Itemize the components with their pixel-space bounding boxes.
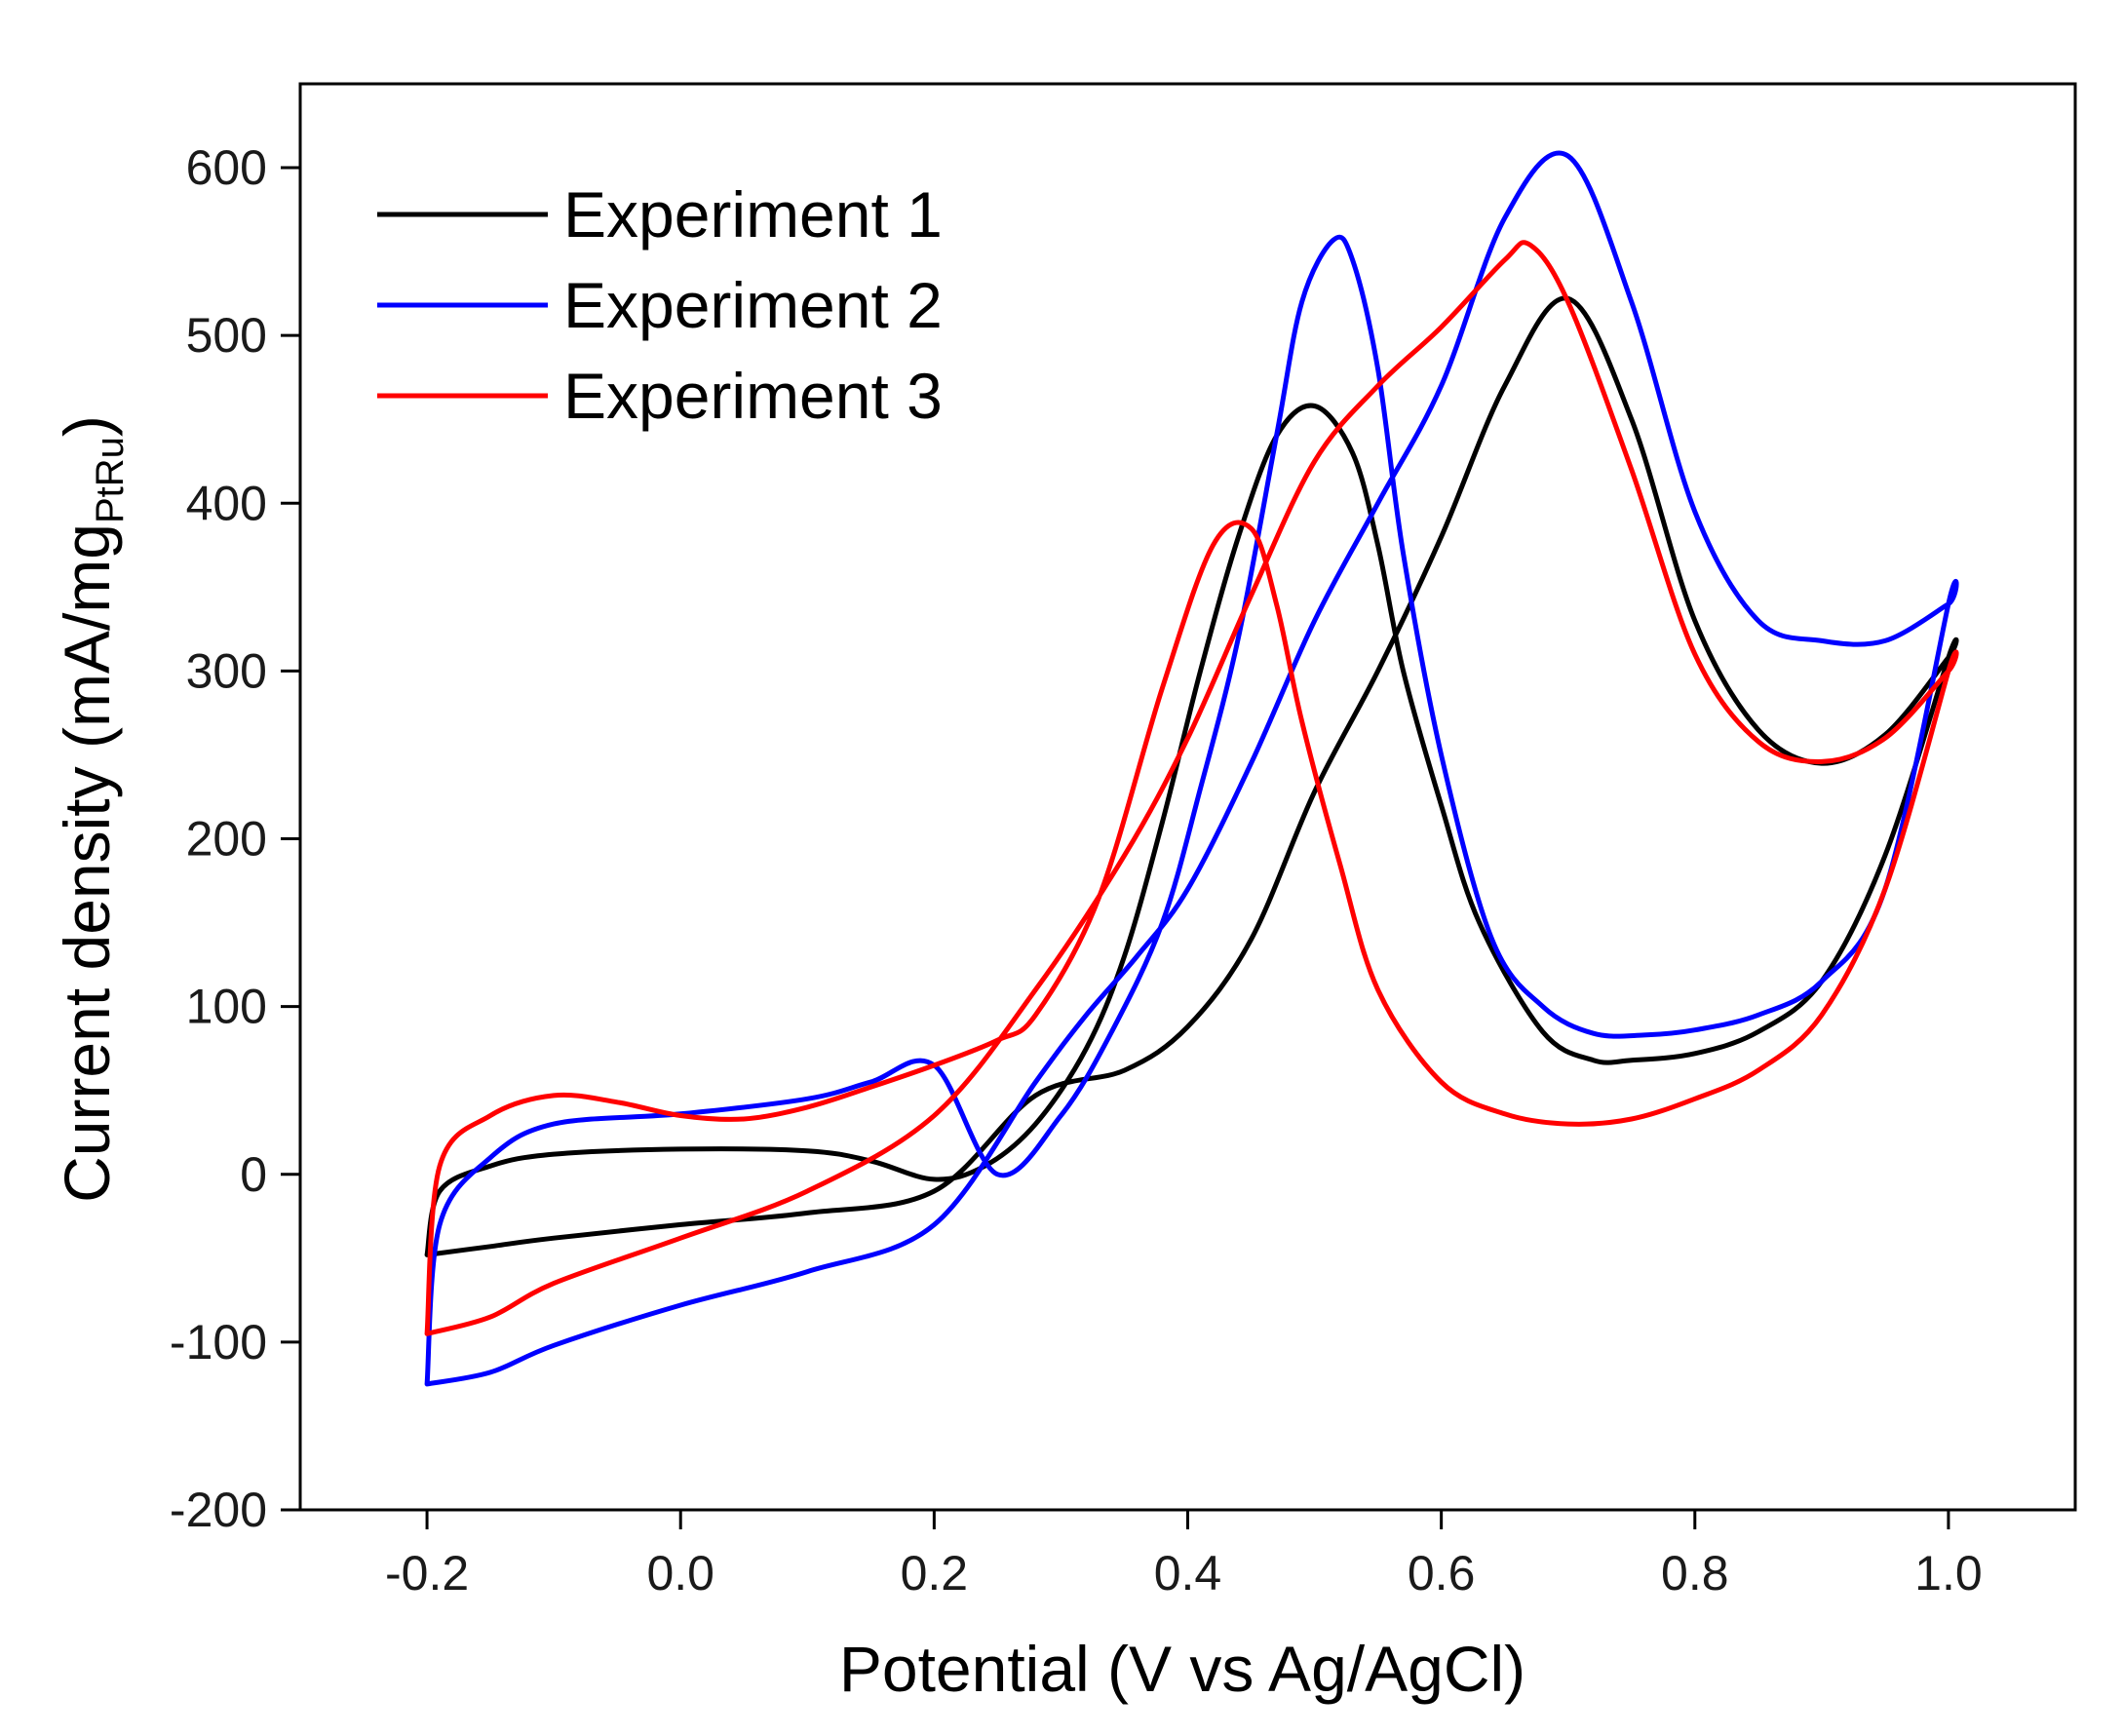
y-axis-title-subscript: PtRu: [89, 437, 132, 523]
legend-label-experiment-2: Experiment 2: [563, 269, 943, 341]
y-tick-label: 100: [186, 980, 267, 1034]
y-tick-label: 200: [186, 812, 267, 867]
y-tick-label: -200: [170, 1483, 267, 1537]
y-tick-label: 400: [186, 476, 267, 530]
y-tick-label: 0: [240, 1147, 267, 1202]
x-tick-label: 0.0: [646, 1546, 714, 1601]
legend: Experiment 1 Experiment 2 Experiment 3: [377, 178, 943, 432]
y-axis-title-main: Current density (mA/mg: [51, 523, 123, 1203]
series-line-experiment-2: [424, 150, 1959, 1387]
legend-label-experiment-3: Experiment 3: [563, 360, 943, 432]
x-tick-label: 0.2: [901, 1546, 969, 1601]
y-axis-title-close: ): [51, 415, 123, 437]
y-tick-label: 300: [186, 643, 267, 698]
y-axis-ticks: -200 -100 0 100 200 300 400 500 600: [170, 140, 300, 1537]
y-tick-label: 500: [186, 308, 267, 363]
x-axis-ticks: -0.2 0.0 0.2 0.4 0.6 0.8 1.0: [385, 1510, 1983, 1601]
y-axis-title: Current density (mA/mgPtRu): [51, 415, 132, 1203]
series-line-experiment-1: [424, 295, 1959, 1257]
series-group: [424, 150, 1959, 1387]
x-tick-label: 0.4: [1154, 1546, 1222, 1601]
series-line-experiment-3: [424, 240, 1959, 1336]
x-axis-title: Potential (V vs Ag/AgCl): [839, 1633, 1525, 1705]
y-tick-label: -100: [170, 1315, 267, 1370]
x-tick-label: 1.0: [1914, 1546, 1983, 1601]
legend-label-experiment-1: Experiment 1: [563, 178, 943, 251]
x-tick-label: 0.8: [1661, 1546, 1729, 1601]
y-tick-label: 600: [186, 140, 267, 195]
x-tick-label: -0.2: [385, 1546, 469, 1601]
x-tick-label: 0.6: [1408, 1546, 1476, 1601]
